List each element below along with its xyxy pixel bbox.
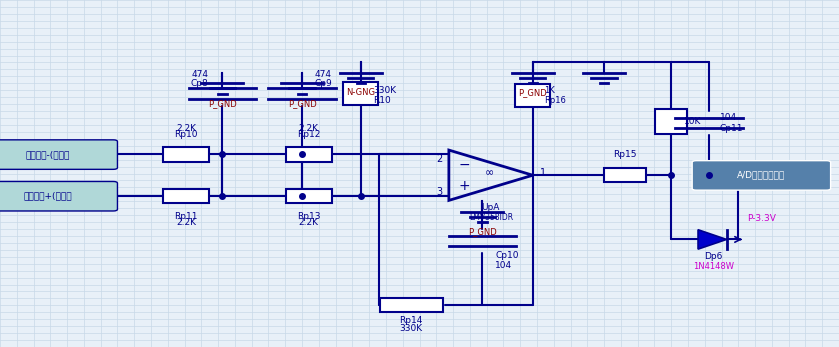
- Bar: [163, 147, 210, 162]
- Bar: [515, 84, 550, 107]
- Text: 1N4148W: 1N4148W: [693, 262, 733, 271]
- Bar: [285, 189, 331, 203]
- Text: Rp12: Rp12: [297, 130, 320, 139]
- Text: 1K: 1K: [544, 86, 555, 95]
- Bar: [285, 147, 331, 162]
- Text: P_GND: P_GND: [519, 88, 547, 98]
- Bar: [379, 298, 443, 312]
- Text: +: +: [459, 179, 471, 193]
- Text: 330K: 330K: [399, 324, 423, 333]
- Text: 2.2K: 2.2K: [176, 218, 196, 227]
- Text: 2.2K: 2.2K: [176, 124, 196, 133]
- Text: 104: 104: [720, 113, 737, 122]
- Text: P_GND: P_GND: [208, 99, 237, 108]
- Bar: [163, 189, 210, 203]
- Text: N-GNG: N-GNG: [347, 88, 375, 98]
- Text: Rp15: Rp15: [613, 150, 637, 159]
- FancyBboxPatch shape: [692, 161, 831, 190]
- Text: Cp9: Cp9: [315, 79, 332, 88]
- Text: Rp13: Rp13: [297, 212, 320, 221]
- Text: Rp10: Rp10: [175, 130, 198, 139]
- Text: LMV358IDR: LMV358IDR: [469, 213, 513, 222]
- Text: −: −: [459, 158, 471, 172]
- Bar: [655, 109, 687, 134]
- Text: Cp11: Cp11: [720, 124, 743, 133]
- Text: 474: 474: [315, 70, 331, 79]
- Text: 2.2K: 2.2K: [299, 218, 319, 227]
- Text: 3: 3: [436, 187, 442, 197]
- Text: 1: 1: [539, 169, 545, 178]
- Text: 104: 104: [495, 261, 512, 270]
- Text: Dp6: Dp6: [704, 252, 722, 261]
- FancyBboxPatch shape: [0, 140, 117, 169]
- Text: P_GND: P_GND: [468, 227, 497, 236]
- Text: Rp16: Rp16: [544, 96, 565, 105]
- Text: Rp14: Rp14: [399, 316, 423, 325]
- Text: UpA: UpA: [482, 203, 500, 212]
- Text: 2: 2: [436, 154, 442, 163]
- Text: P-3.3V: P-3.3V: [747, 214, 775, 223]
- Text: Cp8: Cp8: [190, 79, 208, 88]
- Bar: [604, 168, 646, 182]
- Polygon shape: [698, 230, 727, 249]
- Text: A/D输入电流检测: A/D输入电流检测: [737, 171, 785, 180]
- Bar: [343, 83, 378, 105]
- Text: ∞: ∞: [484, 169, 494, 178]
- Text: 474: 474: [191, 70, 208, 79]
- Text: 10K: 10K: [684, 117, 701, 126]
- Text: 2.2K: 2.2K: [299, 124, 319, 133]
- Text: 330K: 330K: [373, 86, 397, 95]
- Text: Rp11: Rp11: [175, 212, 198, 221]
- Text: 电流采样-(初级）: 电流采样-(初级）: [26, 150, 70, 159]
- Text: P_GND: P_GND: [288, 99, 316, 108]
- Text: R10: R10: [373, 96, 391, 105]
- Text: Cp10: Cp10: [495, 251, 519, 260]
- Text: 电流采样+(初级）: 电流采样+(初级）: [23, 192, 72, 201]
- FancyBboxPatch shape: [0, 181, 117, 211]
